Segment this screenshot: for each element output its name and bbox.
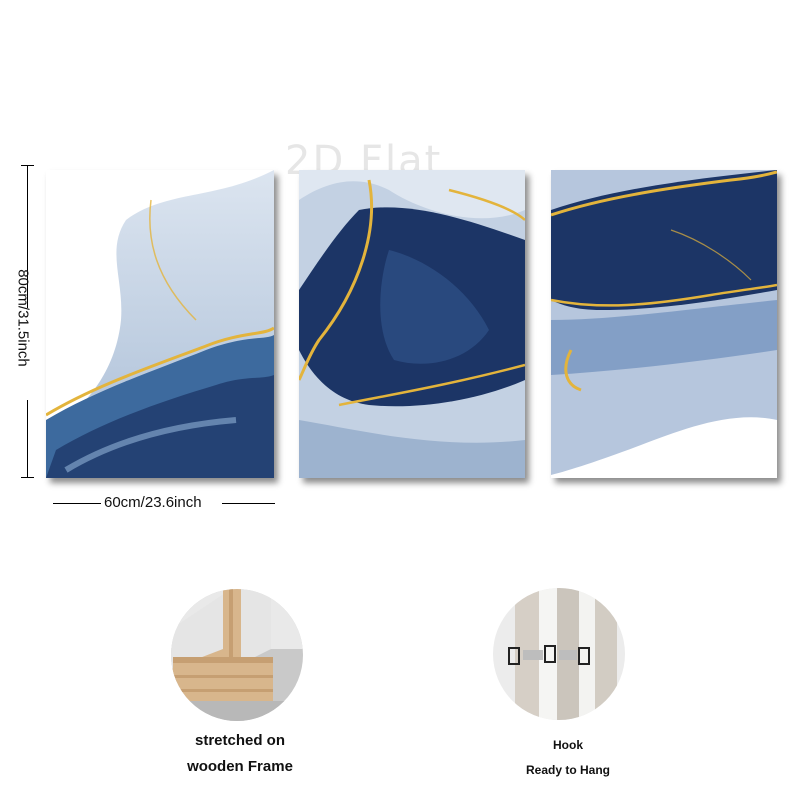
height-dimension-line-top xyxy=(27,165,28,308)
frame-caption-line2: wooden Frame xyxy=(187,758,293,775)
hook-icon xyxy=(493,588,625,720)
height-dimension-line-bottom xyxy=(27,400,28,478)
height-dimension-label: 80cm/31.5inch xyxy=(14,269,32,367)
hook-closeup-image xyxy=(493,588,625,720)
left-canvas-panel xyxy=(46,170,274,478)
middle-canvas-panel xyxy=(299,170,525,478)
hook-caption-line1: Hook xyxy=(553,738,583,752)
height-dimension-cap-bottom xyxy=(21,477,34,478)
width-dimension-line-left xyxy=(53,503,101,504)
abstract-marble-art xyxy=(299,170,525,478)
hook-caption-line2: Ready to Hang xyxy=(525,763,610,777)
right-canvas-panel xyxy=(551,170,777,478)
height-dimension-cap-top xyxy=(21,165,34,166)
abstract-marble-art xyxy=(46,170,274,478)
width-dimension-line-right xyxy=(222,503,275,504)
frame-caption-line1: stretched on xyxy=(194,732,285,749)
width-dimension-label: 60cm/23.6inch xyxy=(104,494,202,511)
wooden-frame-icon xyxy=(171,589,303,721)
abstract-marble-art xyxy=(551,170,777,478)
wooden-frame-closeup-image xyxy=(171,589,303,721)
